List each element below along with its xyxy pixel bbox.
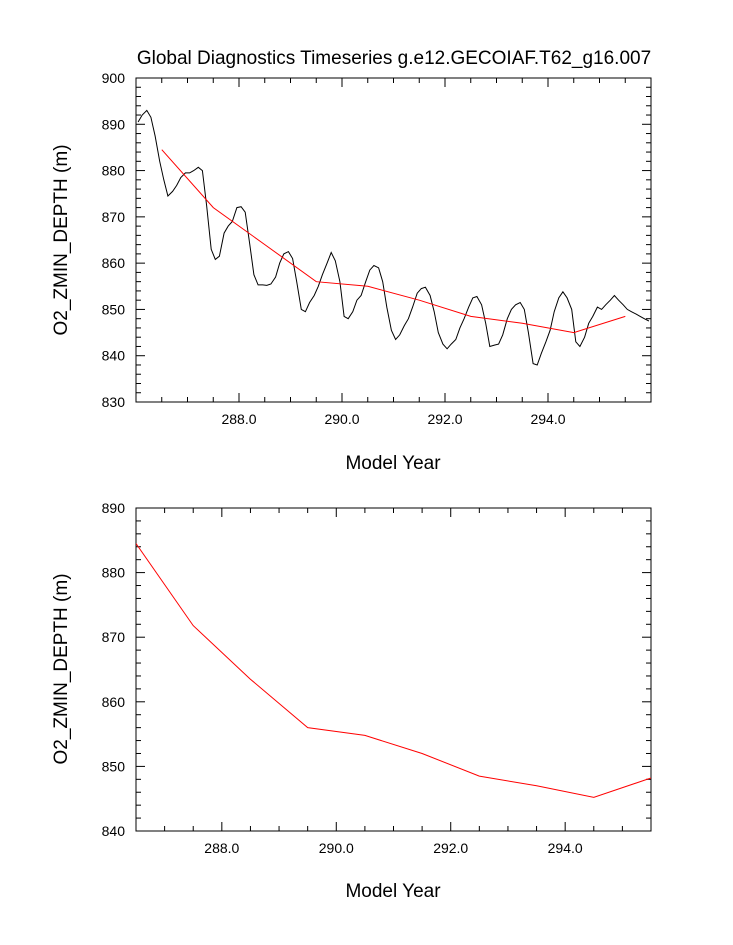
series-line-monthly [137, 109, 650, 366]
x-tick-label: 290.0 [324, 411, 359, 427]
x-tick-label: 288.0 [204, 840, 239, 856]
tick-labels: 840 850 860 870 880 890 288.0 290.0 292.0 294.0 [102, 500, 583, 856]
y-axis-label: O2_ZMIN_DEPTH (m) [51, 144, 72, 335]
series-lines [136, 543, 651, 798]
y-tick-label: 840 [102, 348, 126, 364]
x-tick-label: 294.0 [530, 411, 565, 427]
top-panel: 830 840 850 860 870 880 890 900 288.0 290.0 292.0 2… [51, 70, 652, 474]
series-line-annual [161, 149, 626, 334]
x-tick-label: 290.0 [319, 840, 354, 856]
plot-frame [135, 77, 652, 403]
y-tick-label: 880 [102, 163, 126, 179]
y-tick-label: 900 [102, 70, 126, 86]
y-tick-label: 860 [102, 694, 126, 710]
y-tick-label: 880 [102, 565, 126, 581]
axis-ticks [135, 507, 652, 832]
y-tick-label: 830 [102, 394, 126, 410]
y-tick-label: 850 [102, 301, 126, 317]
x-tick-label: 294.0 [548, 840, 583, 856]
y-tick-label: 890 [102, 116, 126, 132]
y-tick-label: 870 [102, 209, 126, 225]
y-tick-label: 890 [102, 500, 126, 516]
y-tick-label: 860 [102, 255, 126, 271]
y-tick-label: 870 [102, 629, 126, 645]
axis-ticks [135, 77, 652, 403]
series-lines [137, 109, 650, 366]
x-tick-label: 292.0 [427, 411, 462, 427]
x-axis-label: Model Year [345, 453, 441, 474]
bottom-panel: 840 850 860 870 880 890 288.0 290.0 292.0 294.0 M… [51, 500, 652, 902]
y-tick-label: 850 [102, 758, 126, 774]
series-line-annual [136, 543, 651, 798]
y-axis-label: O2_ZMIN_DEPTH (m) [51, 573, 72, 764]
x-axis-label: Model Year [345, 881, 441, 902]
tick-labels: 830 840 850 860 870 880 890 900 288.0 290.0 292.0 2… [102, 70, 566, 427]
x-tick-label: 292.0 [433, 840, 468, 856]
chart-title: Global Diagnostics Timeseries g.e12.GECO… [137, 48, 651, 69]
x-tick-label: 288.0 [221, 411, 256, 427]
plot-frame [135, 507, 652, 832]
y-tick-label: 840 [102, 823, 126, 839]
